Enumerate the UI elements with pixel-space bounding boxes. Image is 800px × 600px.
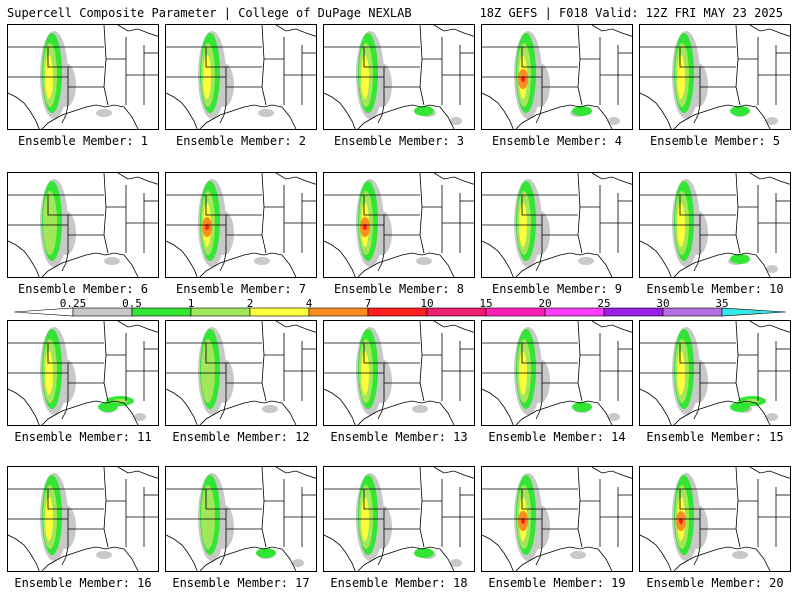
colorbar-swatch [662, 307, 723, 317]
colorbar-tick-label: 20 [538, 297, 552, 310]
member-map-panel [639, 24, 791, 130]
member-map-panel [481, 320, 633, 426]
member-map-panel [7, 172, 159, 278]
colorbar-tick-label: 7 [364, 297, 372, 310]
colorbar-tick-label: 2 [246, 297, 254, 310]
member-label: Ensemble Member: 10 [646, 282, 784, 296]
member-map [482, 25, 632, 129]
colorbar-end-arrow [721, 307, 787, 317]
member-map-panel [165, 320, 317, 426]
member-label: Ensemble Member: 15 [646, 430, 784, 444]
member-label: Ensemble Member: 9 [491, 282, 623, 296]
member-map [8, 25, 158, 129]
member-label: Ensemble Member: 2 [175, 134, 307, 148]
member-map [8, 321, 158, 425]
colorbar-swatch [308, 307, 369, 317]
member-map [482, 321, 632, 425]
colorbar [13, 307, 787, 317]
member-map-panel [7, 320, 159, 426]
member-map [166, 321, 316, 425]
member-map-panel [323, 172, 475, 278]
page-title: Supercell Composite Parameter | College … [7, 6, 412, 20]
member-map [166, 25, 316, 129]
member-label: Ensemble Member: 19 [488, 576, 626, 590]
member-map-panel [639, 172, 791, 278]
colorbar-tick-label: 1 [187, 297, 195, 310]
member-map [482, 467, 632, 571]
colorbar-tick-label: 35 [715, 297, 729, 310]
member-map [166, 467, 316, 571]
member-label: Ensemble Member: 3 [333, 134, 465, 148]
colorbar-swatch [367, 307, 428, 317]
member-map [324, 321, 474, 425]
colorbar-tick-label: 0.25 [59, 297, 87, 310]
member-map-panel [165, 466, 317, 572]
member-label: Ensemble Member: 20 [646, 576, 784, 590]
colorbar-swatch [426, 307, 487, 317]
member-map-panel [323, 466, 475, 572]
member-label: Ensemble Member: 17 [172, 576, 310, 590]
member-map-panel [481, 24, 633, 130]
colorbar-tick-label: 25 [597, 297, 611, 310]
member-map-panel [323, 320, 475, 426]
member-map [640, 467, 790, 571]
member-label: Ensemble Member: 14 [488, 430, 626, 444]
member-map-panel [639, 320, 791, 426]
member-label: Ensemble Member: 11 [14, 430, 152, 444]
colorbar-tick-label: 4 [305, 297, 313, 310]
member-map [8, 467, 158, 571]
member-map-panel [639, 466, 791, 572]
colorbar-tick-label: 30 [656, 297, 670, 310]
colorbar-tick-label: 10 [420, 297, 434, 310]
member-label: Ensemble Member: 12 [172, 430, 310, 444]
member-map-panel [323, 24, 475, 130]
colorbar-swatch [249, 307, 310, 317]
member-map [324, 25, 474, 129]
member-map-panel [165, 24, 317, 130]
member-map-panel [165, 172, 317, 278]
member-label: Ensemble Member: 1 [17, 134, 149, 148]
colorbar-swatch [190, 307, 251, 317]
member-map [8, 173, 158, 277]
colorbar-tick-label: 0.5 [122, 297, 142, 310]
member-label: Ensemble Member: 16 [14, 576, 152, 590]
member-label: Ensemble Member: 6 [17, 282, 149, 296]
member-label: Ensemble Member: 4 [491, 134, 623, 148]
member-label: Ensemble Member: 18 [330, 576, 468, 590]
member-map [640, 321, 790, 425]
member-label: Ensemble Member: 13 [330, 430, 468, 444]
member-map [324, 173, 474, 277]
valid-time-label: 18Z GEFS | F018 Valid: 12Z FRI MAY 23 20… [479, 6, 783, 20]
member-map [166, 173, 316, 277]
member-label: Ensemble Member: 8 [333, 282, 465, 296]
colorbar-swatch [485, 307, 546, 317]
member-map-panel [7, 466, 159, 572]
member-map [640, 25, 790, 129]
colorbar-swatch [603, 307, 664, 317]
member-map-panel [481, 466, 633, 572]
member-map [640, 173, 790, 277]
member-label: Ensemble Member: 5 [649, 134, 781, 148]
member-label: Ensemble Member: 7 [175, 282, 307, 296]
colorbar-tick-label: 15 [479, 297, 493, 310]
colorbar-swatch [544, 307, 605, 317]
member-map [482, 173, 632, 277]
member-map [324, 467, 474, 571]
member-map-panel [481, 172, 633, 278]
member-map-panel [7, 24, 159, 130]
